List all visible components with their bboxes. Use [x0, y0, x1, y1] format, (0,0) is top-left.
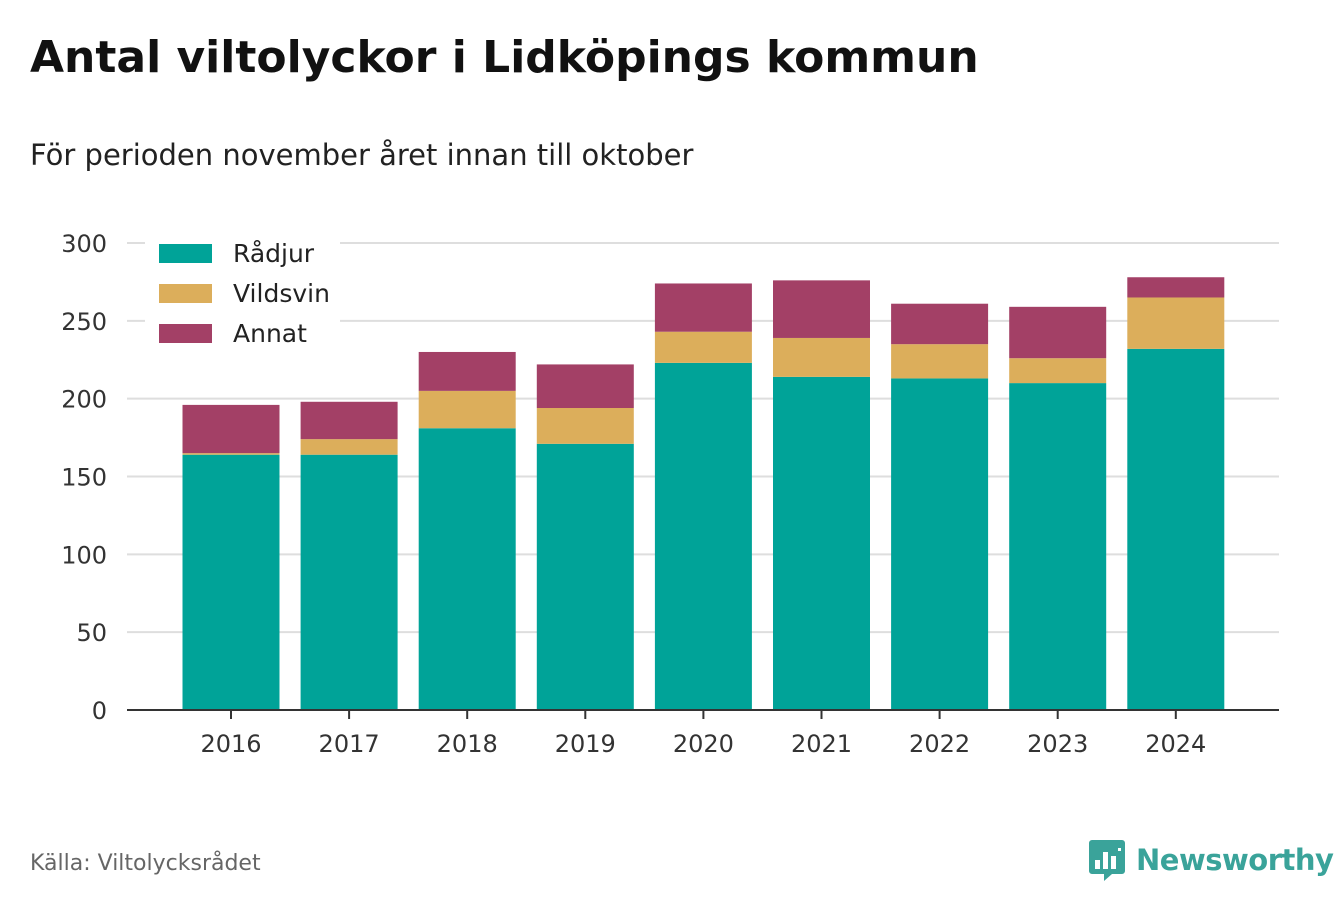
bar-segment: [182, 404, 280, 454]
bar-segment: [1127, 297, 1225, 349]
x-tick-label: 2023: [1027, 730, 1088, 758]
x-tick-label: 2019: [555, 730, 616, 758]
bar-segment: [182, 453, 280, 455]
x-tick-label: 2017: [319, 730, 380, 758]
y-tick-label: 150: [61, 464, 107, 492]
bar-segment: [773, 280, 870, 338]
source-note: Källa: Viltolycksrådet: [30, 851, 261, 876]
legend-swatch: [159, 324, 212, 343]
bar-segment: [418, 428, 516, 710]
bar-segment: [536, 443, 634, 710]
bar-segment: [300, 401, 398, 440]
legend-label: Vildsvin: [233, 279, 330, 308]
bar-segment: [654, 362, 752, 710]
x-tick-label: 2020: [673, 730, 734, 758]
bar-segment: [891, 378, 989, 710]
y-tick-label: 300: [61, 230, 107, 258]
legend-label: Annat: [233, 319, 307, 348]
bar-segment: [773, 376, 870, 710]
x-tick-label: 2022: [909, 730, 970, 758]
bar-segment: [1009, 383, 1107, 710]
bar-segment: [300, 439, 398, 455]
bar-segment: [418, 390, 516, 429]
bar-segment: [536, 364, 634, 409]
legend-swatch: [159, 244, 212, 263]
y-tick-label: 200: [61, 386, 107, 414]
y-tick-label: 50: [76, 619, 107, 647]
bar-segment: [891, 344, 989, 379]
chart-title: Antal viltolyckor i Lidköpings kommun: [30, 32, 979, 83]
x-tick-label: 2021: [791, 730, 852, 758]
y-tick-label: 250: [61, 308, 107, 336]
bar-segment: [1127, 277, 1225, 298]
bar-segment: [536, 408, 634, 444]
bar-segment: [1009, 306, 1107, 359]
bar-segment: [300, 454, 398, 710]
bar-segment: [182, 454, 280, 710]
bar-segment: [654, 331, 752, 363]
chart-subtitle: För perioden november året innan till ok…: [30, 138, 694, 172]
bar-segment: [1127, 348, 1225, 710]
legend-swatch: [159, 284, 212, 303]
y-tick-label: 0: [92, 697, 107, 725]
bar-chart-speech-bubble-icon: [1089, 840, 1125, 881]
legend-label: Rådjur: [233, 239, 315, 268]
x-tick-label: 2018: [437, 730, 498, 758]
x-tick-label: 2016: [200, 730, 261, 758]
bar-segment: [654, 283, 752, 332]
bar-segment: [1009, 358, 1107, 384]
bar-segment: [773, 337, 870, 377]
bar-segment: [418, 351, 516, 391]
y-tick-label: 100: [61, 541, 107, 569]
x-tick-label: 2024: [1145, 730, 1206, 758]
bar-segment: [891, 303, 989, 345]
brand-name: Newsworthy: [1136, 843, 1334, 877]
newsworthy-logo: Newsworthy: [1088, 838, 1334, 882]
